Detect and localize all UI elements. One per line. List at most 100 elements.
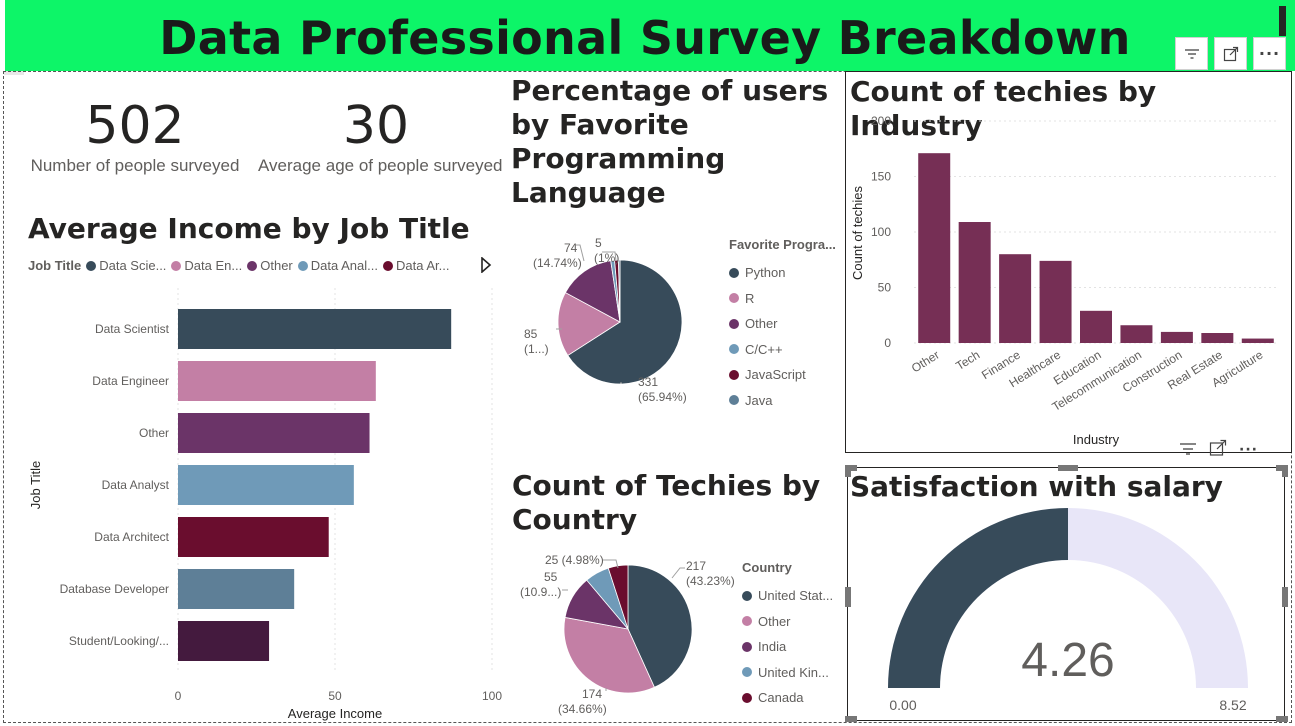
bar[interactable] bbox=[1080, 310, 1112, 343]
legend-dot bbox=[729, 344, 739, 355]
pie-slice[interactable] bbox=[557, 292, 621, 356]
bar[interactable] bbox=[178, 569, 295, 609]
more-options-icon[interactable]: ··· bbox=[1239, 442, 1258, 458]
income-chart-title: Average Income by Job Title bbox=[28, 212, 470, 245]
legend-dot bbox=[729, 293, 739, 304]
language-legend: Favorite Progra... Python R Other C/C++ Java… bbox=[729, 237, 836, 413]
resize-handle[interactable] bbox=[845, 465, 857, 471]
legend-item[interactable]: Python bbox=[729, 260, 836, 286]
legend-item[interactable]: Canada bbox=[742, 685, 833, 711]
kpi-card-age[interactable]: 30 Average age of people surveyed bbox=[258, 96, 502, 176]
bar[interactable] bbox=[178, 309, 452, 349]
gauge-fill bbox=[888, 508, 1068, 688]
country-pie-chart: 217 (43.23%) 174 (34.66%) 55 (10.9...) 25 (4.9… bbox=[520, 553, 735, 716]
legend-item[interactable]: Other bbox=[729, 311, 836, 337]
resize-handle[interactable] bbox=[845, 716, 857, 722]
legend-dot bbox=[742, 692, 752, 703]
resize-handle[interactable] bbox=[845, 587, 851, 607]
legend-dot bbox=[297, 260, 308, 271]
resize-handle[interactable] bbox=[845, 465, 851, 477]
legend-dot bbox=[742, 590, 752, 601]
legend-item[interactable]: Other bbox=[247, 258, 293, 273]
language-chart-title: Percentage of users by Favorite Programm… bbox=[511, 74, 829, 209]
legend-next-icon[interactable] bbox=[480, 256, 492, 277]
bar[interactable] bbox=[178, 465, 354, 505]
legend-label: Other bbox=[260, 258, 293, 273]
kpi-value: 30 bbox=[342, 96, 410, 156]
legend-item[interactable]: Data En... bbox=[171, 258, 242, 273]
legend-item[interactable]: Data Anal... bbox=[297, 258, 378, 273]
legend-item[interactable]: United Kin... bbox=[742, 660, 833, 686]
y-axis-title: Count of techies bbox=[850, 186, 865, 280]
visual-header: ··· bbox=[1179, 439, 1258, 461]
resize-handle[interactable] bbox=[1282, 465, 1288, 477]
gauge-max-label: 8.52 bbox=[1219, 697, 1246, 713]
filter-icon[interactable] bbox=[1179, 441, 1197, 460]
bar[interactable] bbox=[178, 361, 376, 401]
legend-title: Country bbox=[742, 560, 792, 575]
resize-handle[interactable] bbox=[1282, 587, 1288, 607]
bar[interactable] bbox=[178, 517, 329, 557]
industry-panel bbox=[845, 71, 1292, 453]
legend-label: Python bbox=[745, 265, 786, 281]
focus-mode-icon[interactable] bbox=[1214, 37, 1247, 70]
kpi-label: Number of people surveyed bbox=[30, 156, 240, 175]
kpi-card-surveyed[interactable]: 502 Number of people surveyed bbox=[30, 96, 240, 176]
bar[interactable] bbox=[999, 254, 1032, 343]
legend-item[interactable]: Java bbox=[729, 388, 836, 414]
legend-item[interactable]: United Stat... bbox=[742, 583, 833, 609]
y-tick-label: 150 bbox=[871, 170, 891, 184]
kpi-value: 502 bbox=[85, 96, 185, 156]
legend-label: Canada bbox=[758, 690, 804, 706]
data-label: 331 (65.94%) bbox=[638, 375, 687, 404]
frame-accent bbox=[4, 71, 24, 75]
y-tick-label: 100 bbox=[871, 225, 891, 239]
title-bar bbox=[5, 0, 1295, 71]
more-options-icon[interactable]: ··· bbox=[1253, 37, 1286, 70]
y-tick-label: Student/Looking/... bbox=[69, 634, 169, 648]
pie-slice[interactable] bbox=[607, 564, 629, 630]
y-tick-label: 200 bbox=[871, 114, 891, 128]
legend-item[interactable]: India bbox=[742, 634, 833, 660]
focus-mode-icon[interactable] bbox=[1209, 439, 1227, 461]
bar[interactable] bbox=[1120, 325, 1153, 343]
legend-item[interactable]: Data Scie... bbox=[86, 258, 166, 273]
x-tick-label: 100 bbox=[482, 689, 502, 703]
x-tick-label: 0 bbox=[175, 689, 182, 703]
pie-slice[interactable] bbox=[563, 616, 655, 694]
bar[interactable] bbox=[178, 413, 370, 453]
pie-slice[interactable] bbox=[564, 260, 621, 323]
bar[interactable] bbox=[1241, 338, 1274, 343]
bar[interactable] bbox=[918, 153, 951, 343]
legend-label: Java bbox=[745, 392, 773, 408]
resize-handle[interactable] bbox=[1276, 716, 1288, 722]
legend-label: Other bbox=[745, 316, 778, 332]
legend-item[interactable]: C/C++ bbox=[729, 337, 836, 363]
data-label: 174 (34.66%) bbox=[558, 687, 607, 716]
legend-dot bbox=[742, 641, 752, 652]
legend-item[interactable]: JavaScript bbox=[729, 362, 836, 388]
legend-label: Data Anal... bbox=[310, 258, 378, 273]
pie-slice[interactable] bbox=[618, 259, 621, 323]
pie-slice[interactable] bbox=[627, 564, 693, 688]
bar[interactable] bbox=[1160, 331, 1193, 343]
legend-item[interactable]: Data Ar... bbox=[382, 258, 450, 273]
bar[interactable] bbox=[178, 621, 270, 661]
pie-slice[interactable] bbox=[567, 259, 683, 385]
legend-label: Data Ar... bbox=[395, 258, 450, 273]
country-legend: Country United Stat... Other India United K… bbox=[742, 560, 833, 711]
scrollbar-handle[interactable] bbox=[1279, 6, 1286, 36]
bar[interactable] bbox=[1039, 260, 1072, 343]
gauge-min-label: 0.00 bbox=[889, 697, 916, 713]
y-tick-label: Data Scientist bbox=[95, 322, 170, 336]
resize-handle[interactable] bbox=[1058, 465, 1078, 471]
legend-item[interactable]: Other bbox=[742, 609, 833, 635]
bar[interactable] bbox=[958, 222, 991, 343]
data-label: 74 (14.74%) bbox=[533, 241, 582, 270]
bar[interactable] bbox=[1201, 333, 1234, 343]
data-label: 5 (1%) bbox=[594, 236, 619, 265]
x-tick-label: 50 bbox=[328, 689, 342, 703]
filter-icon[interactable] bbox=[1175, 37, 1208, 70]
legend-item[interactable]: R bbox=[729, 286, 836, 312]
legend-label: C/C++ bbox=[745, 341, 783, 357]
